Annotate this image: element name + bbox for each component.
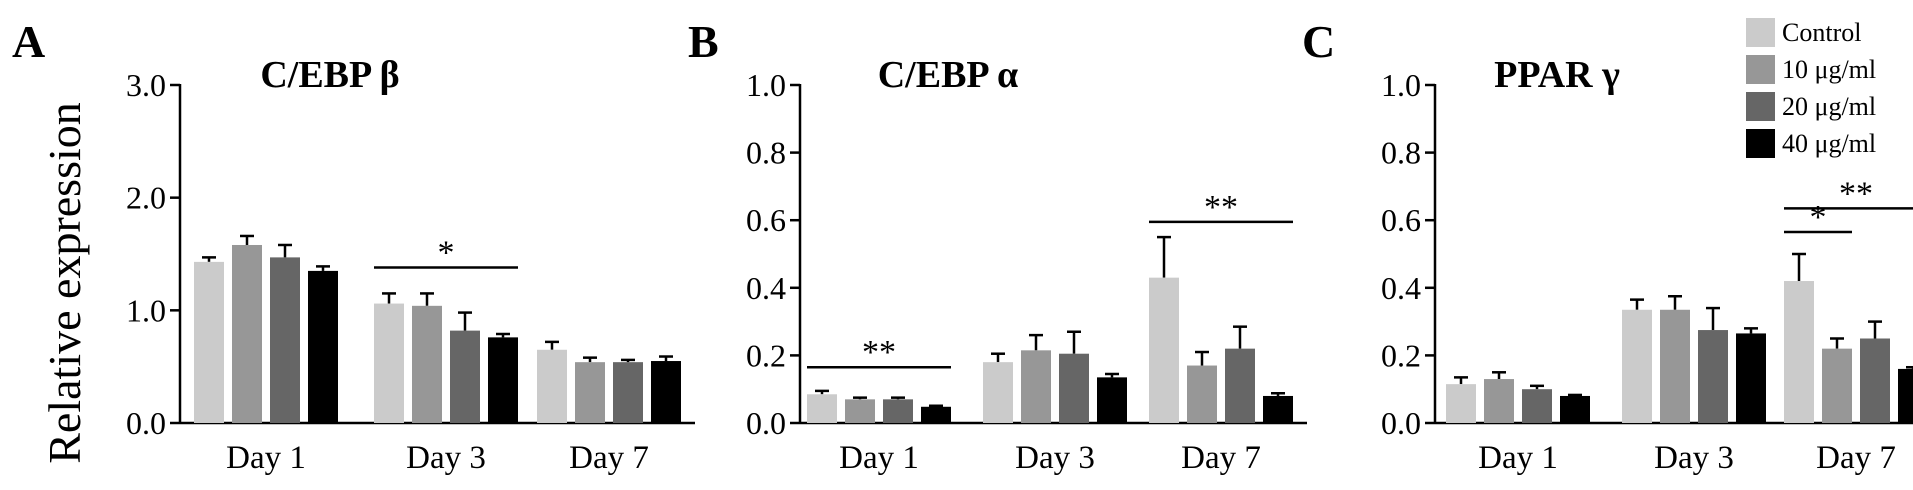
x-category-label: Day 3	[406, 440, 486, 476]
significance-marker: **	[862, 334, 896, 371]
bar	[651, 361, 681, 423]
y-tick-label: 0.6	[1381, 202, 1421, 238]
legend-swatch	[1746, 55, 1775, 84]
significance-marker: **	[1204, 189, 1238, 226]
y-tick-label: 0.0	[746, 405, 786, 441]
legend-label: 10 μg/ml	[1782, 55, 1876, 84]
bar	[1560, 395, 1590, 423]
legend: Control 10 μg/ml 20 μg/ml 40 μg/ml	[1746, 18, 1876, 158]
bar	[1698, 330, 1728, 423]
bar	[1784, 281, 1814, 423]
y-tick-label: 0.2	[746, 337, 786, 373]
panel-b: B C/EBP α 0.0 0.2 0.4 0.6 0.8 1.0 Day 1 Day 3 Day …	[688, 16, 1307, 476]
bar	[412, 305, 442, 423]
bar	[450, 330, 480, 423]
y-tick-label: 1.0	[746, 67, 786, 103]
x-category-label: Day 7	[1816, 440, 1896, 476]
bar	[983, 362, 1013, 423]
bar	[1149, 277, 1179, 423]
bar	[537, 349, 567, 423]
bar	[1898, 368, 1913, 423]
panel-a: A C/EBP β 0.0 1.0 2.0 3.0 Day 1 Day 3 Day 7 *	[12, 16, 695, 476]
chart-title: C/EBP β	[260, 54, 399, 96]
bar	[575, 362, 605, 423]
bar	[1822, 348, 1852, 423]
bar	[308, 270, 338, 423]
bar	[1522, 389, 1552, 423]
legend-label: Control	[1782, 18, 1861, 47]
x-category-label: Day 1	[839, 440, 919, 476]
bar	[883, 399, 913, 423]
bar	[374, 303, 404, 423]
x-category-label: Day 7	[569, 440, 649, 476]
legend-swatch	[1746, 92, 1775, 121]
legend-label: 40 μg/ml	[1782, 129, 1876, 158]
panel-letter: C	[1302, 16, 1335, 67]
bar	[921, 406, 951, 423]
y-tick-label: 3.0	[126, 67, 166, 103]
panel-letter: A	[12, 16, 45, 67]
bar	[1660, 309, 1690, 423]
y-tick-label: 0.4	[1381, 270, 1421, 306]
bar	[1021, 350, 1051, 423]
bar	[488, 337, 518, 423]
significance-marker: **	[1839, 175, 1873, 212]
legend-swatch	[1746, 129, 1775, 158]
bar	[232, 244, 262, 423]
y-tick-label: 0.8	[746, 135, 786, 171]
panel-c: C PPAR γ 0.0 0.2 0.4 0.6 0.8 1.0 Day 1 Day 3 Day 7…	[1302, 16, 1913, 476]
y-tick-label: 0.6	[746, 202, 786, 238]
bar	[1736, 333, 1766, 423]
bar	[1446, 384, 1476, 423]
legend-label: 20 μg/ml	[1782, 92, 1876, 121]
bar	[1059, 353, 1089, 423]
y-axis-label: Relative expression	[39, 102, 90, 464]
y-tick-label: 2.0	[126, 180, 166, 216]
bar	[1187, 365, 1217, 423]
bar	[1225, 348, 1255, 423]
y-tick-label: 0.0	[1381, 405, 1421, 441]
x-category-label: Day 1	[226, 440, 306, 476]
bar	[1484, 379, 1514, 423]
y-tick-label: 0.8	[1381, 135, 1421, 171]
x-category-label: Day 3	[1654, 440, 1734, 476]
y-tick-label: 0.2	[1381, 337, 1421, 373]
legend-swatch	[1746, 18, 1775, 47]
bar	[1097, 377, 1127, 423]
bar	[1860, 338, 1890, 423]
y-tick-label: 0.4	[746, 270, 786, 306]
y-tick-label: 1.0	[126, 292, 166, 328]
x-category-label: Day 3	[1015, 440, 1095, 476]
panels: A C/EBP β 0.0 1.0 2.0 3.0 Day 1 Day 3 Day 7 * B C/E…	[12, 16, 1913, 476]
x-category-label: Day 7	[1181, 440, 1261, 476]
bar	[270, 257, 300, 423]
bar	[613, 362, 643, 423]
bar	[1622, 309, 1652, 423]
x-category-label: Day 1	[1478, 440, 1558, 476]
bar	[194, 261, 224, 423]
chart-title: PPAR γ	[1494, 54, 1620, 96]
significance-marker: *	[438, 235, 455, 272]
chart-title: C/EBP α	[878, 54, 1019, 96]
panel-letter: B	[688, 16, 719, 67]
bar	[1263, 395, 1293, 423]
bar	[845, 399, 875, 423]
y-tick-label: 1.0	[1381, 67, 1421, 103]
significance-marker: *	[1810, 199, 1827, 236]
y-tick-label: 0.0	[126, 405, 166, 441]
bar	[807, 394, 837, 423]
